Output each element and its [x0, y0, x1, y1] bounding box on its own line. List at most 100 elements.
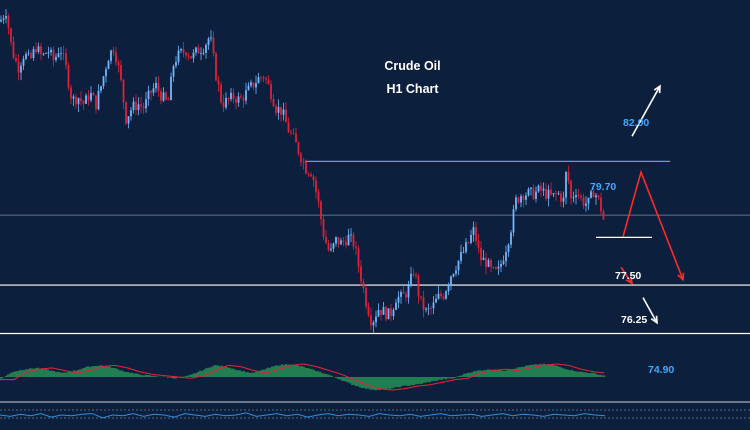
candle-body	[85, 95, 87, 104]
candle-body	[360, 266, 362, 282]
candle-body	[10, 28, 12, 42]
candle-body	[320, 201, 322, 220]
candle-body	[437, 293, 440, 299]
candle-body	[57, 53, 60, 57]
candle-body	[435, 298, 437, 303]
candle-body	[12, 41, 15, 59]
candle-body	[340, 240, 342, 245]
candle-body	[502, 261, 505, 264]
candle-body	[380, 309, 382, 315]
candle-body	[382, 307, 385, 315]
candle-body	[367, 306, 370, 316]
candle-body	[242, 97, 245, 101]
candle-body	[50, 49, 52, 53]
candle-body	[385, 307, 387, 320]
projection-line	[631, 85, 661, 137]
candle-body	[75, 96, 77, 105]
candle-body	[70, 87, 72, 99]
candle-body	[65, 53, 67, 66]
candle-body	[542, 188, 545, 191]
projection-line	[642, 297, 658, 324]
candle-body	[107, 61, 110, 70]
candle-body	[227, 97, 230, 100]
candle-body	[295, 133, 297, 143]
candle-body	[100, 86, 102, 91]
candle-body	[237, 96, 240, 103]
candle-body	[462, 251, 465, 253]
level-label-82-00: 82.00	[623, 117, 650, 129]
candle-body	[277, 106, 280, 113]
candle-body	[152, 88, 155, 93]
candle-body	[40, 46, 42, 55]
candle-body	[55, 56, 57, 61]
candle-body	[92, 93, 95, 96]
candle-body	[302, 162, 305, 163]
candle-body	[160, 91, 162, 101]
candle-body	[377, 309, 380, 317]
macd-panel	[0, 363, 750, 403]
candle-body	[402, 291, 405, 294]
candle-body	[62, 53, 65, 54]
candle-body	[567, 172, 570, 182]
candle-body	[342, 240, 345, 243]
candle-body	[485, 257, 487, 267]
candle-body	[82, 100, 85, 104]
candle-body	[235, 99, 237, 103]
candle-body	[170, 76, 172, 101]
candle-body	[322, 219, 325, 237]
projection-arrowhead	[650, 315, 658, 325]
candle-body	[130, 110, 132, 117]
candle-body	[15, 58, 17, 62]
candle-body	[115, 52, 117, 63]
candle-body	[445, 291, 447, 299]
candle-body	[427, 307, 430, 309]
candle-body	[200, 53, 202, 54]
candle-body	[147, 90, 150, 100]
oscillator-line	[0, 412, 606, 419]
candle-body	[562, 197, 565, 202]
candle-body	[330, 248, 332, 251]
candle-body	[407, 285, 410, 298]
candle-body	[245, 90, 247, 101]
candle-body	[397, 296, 400, 303]
candle-body	[457, 260, 460, 271]
candle-body	[42, 53, 45, 55]
candle-body	[600, 197, 602, 212]
chart-subtitle: H1 Chart	[386, 82, 439, 96]
candle-body	[32, 49, 35, 58]
candle-body	[530, 187, 532, 189]
candle-body	[475, 227, 477, 241]
candle-body	[432, 302, 435, 309]
candle-body	[577, 195, 580, 196]
candle-body	[305, 162, 307, 174]
candle-body	[440, 293, 442, 297]
candle-body	[310, 174, 312, 177]
candle-body	[255, 83, 257, 88]
candle-body	[192, 52, 195, 59]
candle-body	[417, 275, 420, 297]
level-label-74-90: 74.90	[648, 364, 675, 376]
candle-body	[135, 101, 137, 110]
candle-body	[527, 188, 530, 196]
candle-body	[582, 197, 585, 206]
candle-body	[102, 76, 105, 87]
candle-body	[390, 308, 392, 316]
candle-body	[487, 260, 490, 267]
candle-body	[157, 82, 160, 92]
candle-body	[260, 77, 262, 78]
candle-body	[430, 307, 432, 309]
candle-body	[560, 193, 562, 202]
candle-body	[400, 291, 402, 297]
candle-body	[77, 98, 80, 105]
candle-body	[520, 196, 522, 203]
candle-body	[90, 93, 92, 101]
candle-body	[105, 69, 107, 77]
candle-body	[497, 266, 500, 269]
candle-body	[177, 50, 180, 62]
projection-arrowhead	[653, 84, 661, 94]
candle-body	[247, 85, 250, 91]
candle-body	[570, 181, 572, 199]
candle-body	[250, 82, 252, 86]
candle-body	[72, 96, 75, 99]
candle-body	[490, 260, 492, 268]
